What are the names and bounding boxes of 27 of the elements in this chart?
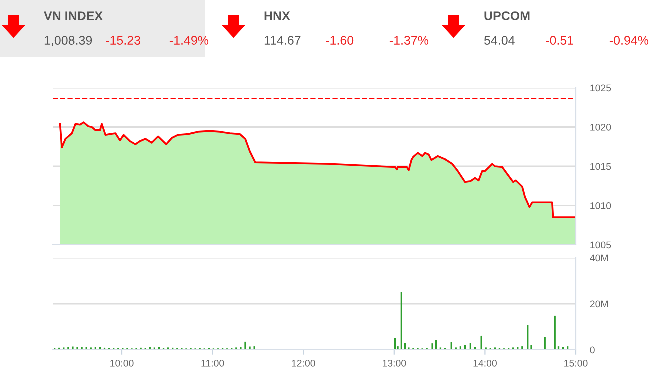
text: HNX <box>264 12 290 20</box>
text: VN INDEX <box>44 12 103 20</box>
x-tick-label: 11:00 <box>202 360 224 367</box>
y-tick-label: 20M <box>590 300 608 308</box>
text: -0.94% <box>610 36 649 45</box>
text: -1.37% <box>390 36 429 45</box>
y-tick-label: 1020 <box>590 124 612 131</box>
y-tick-label: 40M <box>590 254 608 262</box>
text: 54.04 <box>484 36 515 45</box>
text: 1,008.39 <box>44 36 92 46</box>
y-tick-label: 1025 <box>590 84 612 92</box>
x-tick-label: 14:00 <box>474 360 497 367</box>
x-tick-label: 12:00 <box>292 360 316 367</box>
y-tick-label: 1005 <box>590 242 612 249</box>
y-tick-label: 1015 <box>590 163 612 170</box>
line-series <box>59 122 576 218</box>
x-tick-label: 15:00 <box>564 360 588 367</box>
text: -1.60 <box>326 36 354 45</box>
x-tick-label: 13:00 <box>382 360 406 367</box>
text: -15.23 <box>106 36 140 45</box>
text: -0.51 <box>546 36 574 45</box>
y-tick-label: 0 <box>590 346 595 354</box>
y-tick-label: 1010 <box>590 202 612 210</box>
x-tick-label: 10:00 <box>110 360 134 367</box>
text: 114.67 <box>264 36 301 45</box>
text: UPCOM <box>484 12 530 20</box>
text: -1.49% <box>170 36 209 45</box>
